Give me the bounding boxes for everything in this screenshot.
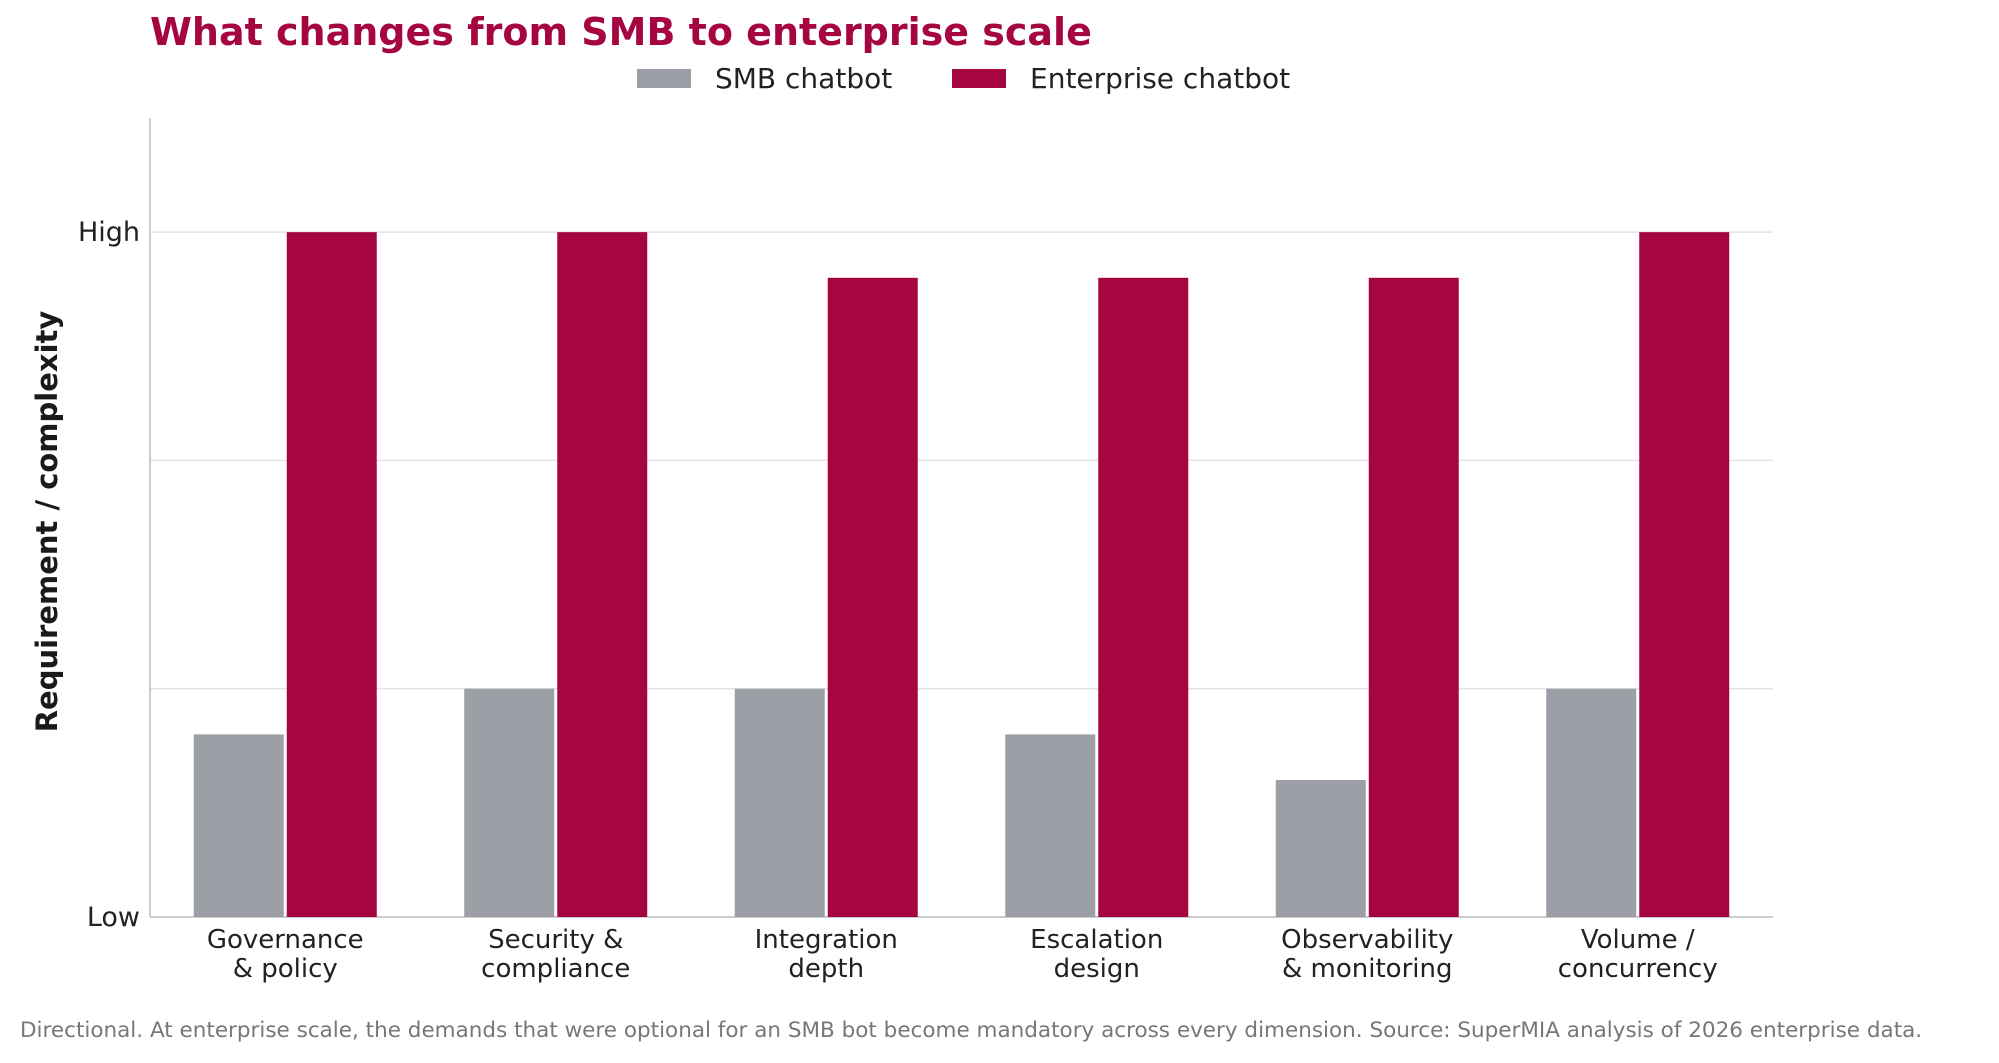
bar-enterprise-1	[286, 232, 377, 918]
x-tick-label-line: Observability	[1281, 925, 1453, 955]
bar-smb-5	[1275, 780, 1366, 917]
y-tick-label: High	[78, 217, 140, 248]
bar-enterprise-6	[1639, 232, 1730, 918]
y-axis-title: Requirement / complexity	[30, 311, 64, 733]
x-tick-label-line: Integration	[755, 925, 898, 955]
chart-legend: SMB chatbot Enterprise chatbot	[0, 58, 1999, 98]
x-tick-label: Governance & policy	[207, 925, 364, 984]
x-tick-label-line: concurrency	[1558, 954, 1718, 984]
legend-label-enterprise: Enterprise chatbot	[1030, 61, 1291, 95]
legend-item-smb: SMB chatbot	[637, 58, 892, 98]
x-tick-label: Escalation design	[1030, 925, 1163, 984]
y-tick-label: Low	[87, 902, 140, 933]
legend-swatch-smb	[637, 68, 691, 88]
bar-smb-3	[734, 688, 825, 917]
x-tick-label-line: depth	[788, 954, 864, 984]
chart-footnote: Directional. At enterprise scale, the de…	[20, 1018, 1923, 1043]
x-tick-label-line: Escalation	[1030, 925, 1163, 955]
x-tick-label-line: design	[1054, 954, 1140, 984]
x-tick-label-line: Security &	[488, 925, 623, 955]
legend-swatch-enterprise	[952, 68, 1006, 88]
bar-smb-4	[1005, 734, 1096, 917]
legend-item-enterprise: Enterprise chatbot	[952, 58, 1290, 98]
bar-smb-6	[1546, 688, 1637, 917]
bar-enterprise-5	[1368, 277, 1459, 917]
bar-smb-1	[193, 734, 284, 917]
bar-smb-2	[464, 688, 555, 917]
x-tick-label-line: compliance	[481, 954, 630, 984]
x-tick-label-line: & monitoring	[1282, 954, 1452, 984]
x-tick-label-line: Governance	[207, 925, 364, 955]
chart-title: What changes from SMB to enterprise scal…	[150, 10, 1092, 54]
x-tick-label: Observability & monitoring	[1281, 925, 1453, 984]
x-tick-label: Security & compliance	[481, 925, 630, 984]
legend-label-smb: SMB chatbot	[715, 61, 893, 95]
x-tick-label-line: Volume /	[1581, 925, 1695, 955]
bar-enterprise-4	[1098, 277, 1189, 917]
x-tick-label-line: & policy	[233, 954, 338, 984]
x-tick-label: Integration depth	[755, 925, 898, 984]
bar-enterprise-3	[827, 277, 918, 917]
bar-enterprise-2	[557, 232, 648, 918]
x-tick-label: Volume / concurrency	[1558, 925, 1718, 984]
